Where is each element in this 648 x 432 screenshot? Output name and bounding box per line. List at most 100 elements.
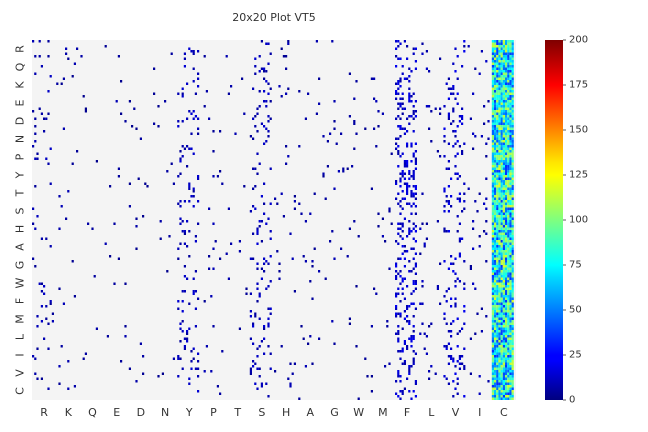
- heatmap-cell-F: [414, 115, 417, 118]
- heatmap-cell-C: [498, 207, 501, 210]
- heatmap-cell-Y: [177, 120, 180, 123]
- heatmap-cell-F: [403, 277, 406, 280]
- heatmap-cell-C: [509, 157, 512, 160]
- heatmap-cell-F: [397, 330, 400, 333]
- heatmap-cell-F: [397, 145, 400, 148]
- heatmap-cell-C: [496, 242, 499, 245]
- heatmap-cell-F: [408, 80, 411, 83]
- heatmap-cell-S: [269, 230, 272, 233]
- heatmap-cell-S: [267, 135, 270, 138]
- heatmap-cell-C: [498, 210, 501, 213]
- heatmap-cell-V: [443, 375, 446, 378]
- heatmap-cell-Y: [194, 115, 197, 118]
- heatmap-cell-C: [496, 157, 499, 160]
- heatmap-cell-C: [498, 102, 501, 105]
- heatmap-cell-V: [445, 167, 448, 170]
- heatmap-cell-F: [401, 112, 404, 115]
- heatmap-cell-W: [346, 167, 349, 170]
- heatmap-cell-C: [498, 387, 501, 390]
- heatmap-cell-Y: [177, 247, 180, 250]
- heatmap-cell-Y: [183, 65, 186, 68]
- heatmap-cell-P: [208, 255, 211, 258]
- heatmap-cell-C: [505, 95, 508, 98]
- heatmap-cell-C: [498, 260, 501, 263]
- heatmap-cell-C: [511, 115, 514, 118]
- heatmap-cell-F: [403, 77, 406, 80]
- heatmap-cell-C: [507, 137, 510, 140]
- heatmap-cell-T: [243, 185, 246, 188]
- heatmap-cell-V: [456, 55, 459, 58]
- heatmap-cell-F: [412, 315, 415, 318]
- x-tick-label: E: [113, 406, 120, 419]
- heatmap-cell-C: [494, 352, 497, 355]
- heatmap-cell-C: [491, 95, 494, 98]
- heatmap-cell-C: [505, 162, 508, 165]
- heatmap-cell-C: [511, 180, 514, 183]
- heatmap-cell-F: [414, 110, 417, 113]
- heatmap-cell-F: [414, 192, 417, 195]
- heatmap-cell-C: [496, 122, 499, 125]
- heatmap-cell-Y: [183, 290, 186, 293]
- heatmap-cell-C: [500, 117, 503, 120]
- heatmap-cell-S: [269, 117, 272, 120]
- heatmap-cell-R: [36, 325, 39, 328]
- heatmap-cell-D: [139, 137, 142, 140]
- heatmap-cell-C: [491, 322, 494, 325]
- heatmap-cell-C: [511, 280, 514, 283]
- heatmap-cell-N: [153, 67, 156, 70]
- heatmap-cell-C: [491, 327, 494, 330]
- heatmap-cell-C: [502, 285, 505, 288]
- heatmap-cell-H: [280, 192, 283, 195]
- heatmap-cell-F: [408, 170, 411, 173]
- heatmap-cell-V: [443, 140, 446, 143]
- heatmap-cell-C: [511, 245, 514, 248]
- heatmap-cell-P: [205, 90, 208, 93]
- heatmap-cell-C: [511, 360, 514, 363]
- heatmap-cell-V: [454, 130, 457, 133]
- heatmap-cell-H: [293, 195, 296, 198]
- heatmap-cell-Y: [192, 277, 195, 280]
- heatmap-cell-Q: [95, 327, 98, 330]
- heatmap-cell-V: [454, 387, 457, 390]
- heatmap-cell-A: [315, 40, 318, 43]
- heatmap-cell-C: [498, 395, 501, 398]
- heatmap-cell-E: [124, 282, 127, 285]
- colorbar-tick-label: 100: [569, 215, 588, 226]
- heatmap-cell-C: [491, 247, 494, 250]
- heatmap-cell-C: [505, 160, 508, 163]
- heatmap-cell-V: [458, 115, 461, 118]
- heatmap-cell-C: [496, 107, 499, 110]
- heatmap-cell-C: [511, 65, 514, 68]
- heatmap-cell-M: [384, 365, 387, 368]
- heatmap-cell-C: [509, 380, 512, 383]
- heatmap-cell-C: [491, 235, 494, 238]
- heatmap-cell-C: [500, 87, 503, 90]
- heatmap-cell-C: [507, 205, 510, 208]
- heatmap-cell-C: [511, 192, 514, 195]
- heatmap-cell-E: [124, 335, 127, 338]
- heatmap-cell-C: [502, 80, 505, 83]
- heatmap-cell-Y: [194, 290, 197, 293]
- heatmap-cell-L: [439, 112, 442, 115]
- heatmap-cell-C: [496, 95, 499, 98]
- heatmap-cell-R: [36, 347, 39, 350]
- heatmap-cell-F: [397, 137, 400, 140]
- heatmap-cell-H: [285, 55, 288, 58]
- heatmap-cell-F: [401, 72, 404, 75]
- heatmap-cell-C: [511, 275, 514, 278]
- heatmap-cell-R: [32, 40, 35, 43]
- heatmap-cell-G: [333, 100, 336, 103]
- heatmap-cell-C: [505, 40, 508, 43]
- heatmap-cell-I: [472, 282, 475, 285]
- heatmap-cell-F: [408, 67, 411, 70]
- heatmap-cell-F: [412, 177, 415, 180]
- heatmap-cell-C: [500, 262, 503, 265]
- heatmap-cell-C: [502, 170, 505, 173]
- heatmap-cell-C: [491, 367, 494, 370]
- heatmap-cell-C: [491, 307, 494, 310]
- heatmap-cell-C: [494, 277, 497, 280]
- heatmap-cell-C: [509, 235, 512, 238]
- heatmap-cell-Y: [192, 50, 195, 53]
- heatmap-cell-Y: [177, 355, 180, 358]
- heatmap-cell-C: [496, 355, 499, 358]
